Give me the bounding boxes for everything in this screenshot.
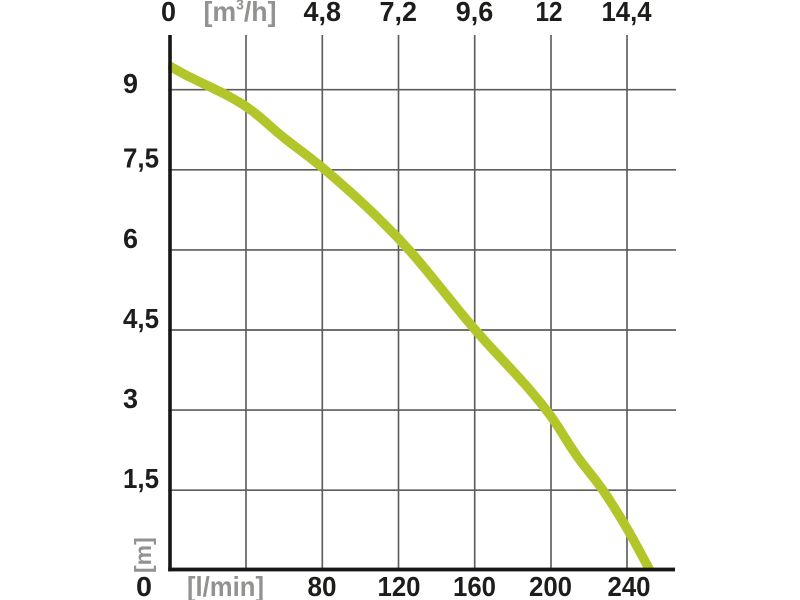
svg-text:4,5: 4,5 — [123, 303, 159, 334]
svg-text:7,5: 7,5 — [123, 143, 159, 174]
svg-text:6: 6 — [123, 223, 138, 254]
svg-text:1,5: 1,5 — [123, 463, 159, 494]
svg-text:12: 12 — [536, 0, 563, 27]
svg-text:[l/min]: [l/min] — [187, 571, 264, 600]
svg-text:200: 200 — [529, 571, 572, 600]
svg-text:160: 160 — [453, 571, 496, 600]
svg-text:80: 80 — [308, 571, 337, 600]
svg-text:7,2: 7,2 — [380, 0, 418, 27]
svg-text:240: 240 — [608, 571, 651, 600]
svg-text:9,6: 9,6 — [456, 0, 494, 27]
svg-text:120: 120 — [378, 571, 421, 600]
svg-text:9: 9 — [123, 68, 138, 99]
svg-text:[m]: [m] — [130, 537, 156, 573]
svg-text:3: 3 — [123, 383, 138, 414]
svg-text:0: 0 — [161, 0, 176, 27]
svg-text:[m3/h]: [m3/h] — [204, 0, 277, 27]
svg-text:0: 0 — [136, 571, 152, 600]
svg-text:4,8: 4,8 — [304, 0, 342, 27]
svg-text:14,4: 14,4 — [602, 0, 652, 27]
